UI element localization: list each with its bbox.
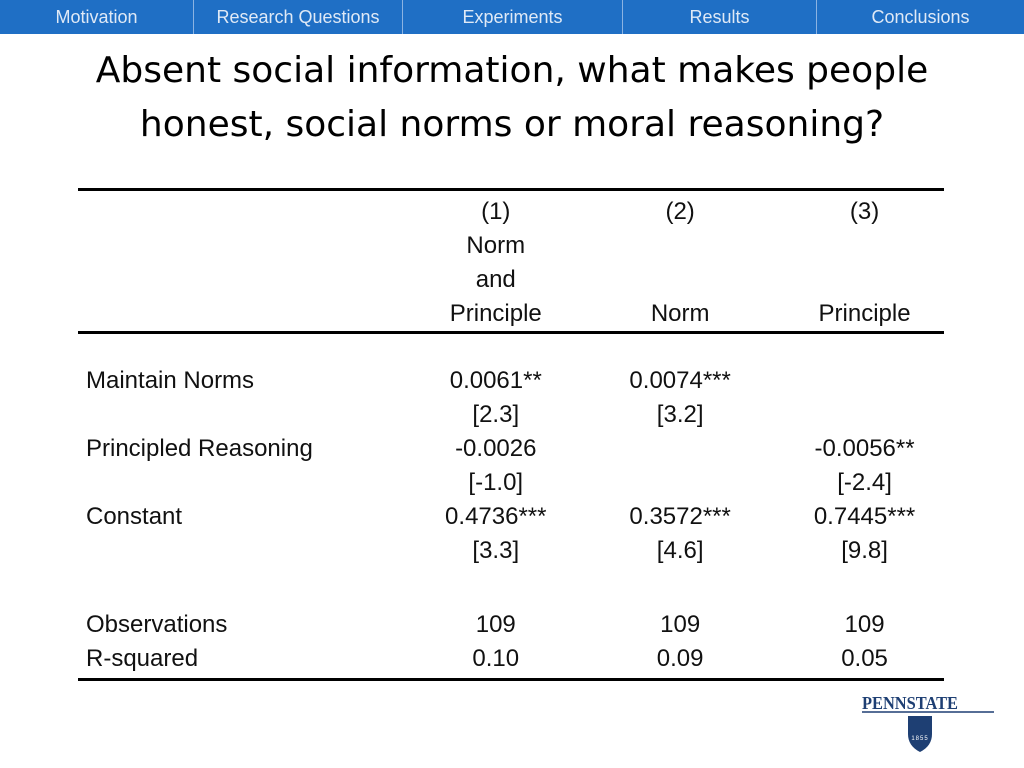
cell-r-squared-col-2: 0.09: [575, 642, 786, 681]
nav-tab-research-questions[interactable]: Research Questions: [194, 0, 403, 34]
nav-tab-motivation[interactable]: Motivation: [0, 0, 194, 34]
pennstate-logo: PENNSTATE 1855: [862, 693, 994, 752]
cell-observations-col-3: 109: [844, 611, 885, 638]
cell-maintain-norms-col-3: [785, 364, 944, 398]
row-label-r-squared: R-squared: [78, 642, 417, 681]
table-row-maintain-norms-tstat: [2.3] [3.2]: [78, 398, 944, 432]
regression-table: (1) Norm and Principle (2) Norm (3) Prin…: [78, 188, 944, 681]
table-row-constant: Constant 0.4736*** 0.3572*** 0.7445***: [78, 500, 944, 534]
header-col-1-name-line-1: Norm: [466, 232, 526, 259]
cell-maintain-norms-col-2: 0.0074***: [629, 367, 731, 394]
header-col-1: (1) Norm and Principle: [416, 188, 576, 334]
tstat-maintain-norms-col-2: [3.2]: [656, 401, 704, 428]
table-row-observations: Observations 109 109 109: [78, 608, 944, 642]
tstat-constant-col-1: [3.3]: [472, 537, 520, 564]
tstat-constant-col-3: [9.8]: [841, 537, 888, 564]
slide-title: Absent social information, what makes pe…: [40, 44, 984, 152]
header-col-3-name: Principle: [818, 300, 911, 327]
header-col-2: (2) Norm: [575, 188, 786, 334]
cell-constant-col-1: 0.4736***: [445, 503, 547, 530]
tstat-constant-col-2: [4.6]: [656, 537, 704, 564]
tstat-principled-reasoning-col-2: [575, 466, 785, 500]
top-nav-bar: Motivation Research Questions Experiment…: [0, 0, 1024, 34]
row-label-constant: Constant: [86, 503, 183, 530]
cell-constant-col-2: 0.3572***: [629, 503, 731, 530]
cell-principled-reasoning-col-1: -0.0026: [455, 435, 537, 462]
cell-r-squared-col-1: 0.10: [416, 642, 576, 681]
tstat-principled-reasoning-col-1: [-1.0]: [468, 469, 524, 496]
table-header-row: (1) Norm and Principle (2) Norm (3) Prin…: [78, 188, 944, 334]
slide-title-line-1: Absent social information, what makes pe…: [95, 50, 929, 91]
slide-title-line-2: honest, social norms or moral reasoning?: [139, 104, 885, 145]
pennstate-logo-wordmark: PENNSTATE: [862, 693, 958, 713]
row-label-observations: Observations: [86, 611, 228, 638]
table-row-principled-reasoning-tstat: [-1.0] [-2.4]: [78, 466, 944, 500]
header-col-3: (3) Principle: [785, 188, 944, 334]
header-col-2-number: (2): [665, 198, 695, 225]
cell-observations-col-2: 109: [660, 611, 701, 638]
nav-tab-results[interactable]: Results: [623, 0, 817, 34]
header-col-1-name-line-2: and: [475, 266, 516, 293]
header-col-3-number: (3): [849, 198, 880, 225]
tstat-maintain-norms-col-3: [785, 398, 944, 432]
row-label-principled-reasoning: Principled Reasoning: [86, 435, 313, 462]
cell-constant-col-3: 0.7445***: [813, 503, 916, 530]
pennstate-logo-year: 1855: [911, 736, 928, 742]
nav-tab-experiments[interactable]: Experiments: [403, 0, 623, 34]
cell-principled-reasoning-col-3: -0.0056**: [814, 435, 915, 462]
header-col-1-name-line-3: Principle: [449, 300, 542, 327]
tstat-maintain-norms-col-1: [2.3]: [472, 401, 520, 428]
table-row-constant-tstat: [3.3] [4.6] [9.8]: [78, 534, 944, 568]
cell-r-squared-col-3: 0.05: [785, 642, 944, 681]
header-col-1-number: (1): [481, 198, 511, 225]
header-col-2-name: Norm: [650, 300, 710, 327]
row-label-maintain-norms: Maintain Norms: [86, 367, 255, 394]
nav-tab-conclusions[interactable]: Conclusions: [871, 6, 970, 27]
header-empty-cell: [78, 188, 417, 334]
table-spacer: [78, 333, 944, 365]
cell-maintain-norms-col-1: 0.0061**: [449, 367, 542, 394]
table-row-maintain-norms: Maintain Norms 0.0061** 0.0074***: [78, 364, 944, 398]
cell-observations-col-1: 109: [475, 611, 516, 638]
table-spacer: [78, 568, 944, 608]
cell-principled-reasoning-col-2: [575, 432, 785, 466]
tstat-principled-reasoning-col-3: [-2.4]: [837, 469, 892, 496]
table-row-principled-reasoning: Principled Reasoning -0.0026 -0.0056**: [78, 432, 944, 466]
table-row-r-squared: R-squared 0.10 0.09 0.05: [78, 642, 944, 681]
